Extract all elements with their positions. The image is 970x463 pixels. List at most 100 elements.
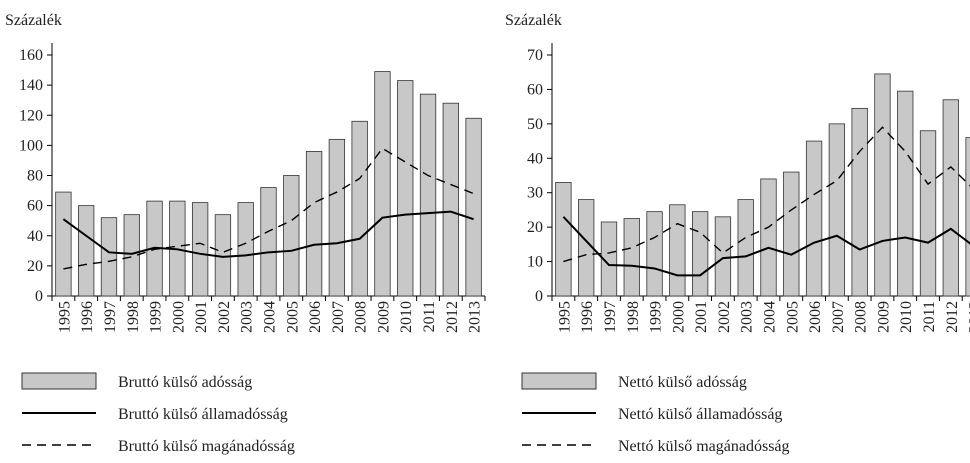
x-tick-label: 2006 bbox=[307, 301, 324, 333]
x-tick-label: 2006 bbox=[807, 301, 824, 333]
x-tick-label: 2012 bbox=[444, 301, 461, 333]
bar bbox=[55, 191, 72, 297]
bar bbox=[714, 216, 732, 297]
legend-label: Nettó külső adósság bbox=[618, 374, 747, 391]
legend-label: Nettó külső államadósság bbox=[618, 406, 782, 423]
x-tick-label: 2013 bbox=[467, 301, 484, 333]
y-tick-label: 70 bbox=[527, 47, 543, 64]
bar bbox=[237, 202, 254, 297]
x-tick-label: 2003 bbox=[739, 301, 756, 333]
x-tick-label: 2008 bbox=[353, 301, 370, 333]
x-tick-label: 2012 bbox=[944, 301, 961, 333]
y-tick-label: 50 bbox=[527, 116, 543, 133]
y-tick-label: 80 bbox=[27, 168, 43, 185]
x-tick-label: 2007 bbox=[330, 301, 347, 333]
bar bbox=[283, 175, 300, 297]
x-tick-label: 2013 bbox=[967, 301, 970, 333]
y-tick-label: 60 bbox=[527, 81, 543, 98]
y-tick-label: 30 bbox=[527, 185, 543, 202]
bar bbox=[100, 217, 118, 297]
bar bbox=[919, 130, 937, 297]
bar bbox=[760, 178, 777, 297]
bar bbox=[397, 80, 414, 297]
legend-swatch bbox=[521, 372, 597, 390]
legend-label: Bruttó külső államadósság bbox=[118, 406, 288, 423]
bar bbox=[851, 107, 868, 297]
bar bbox=[351, 120, 368, 297]
bar bbox=[737, 199, 754, 297]
bar bbox=[623, 218, 640, 297]
y-tick-label: 20 bbox=[527, 219, 543, 236]
bar bbox=[328, 138, 346, 297]
bar bbox=[874, 73, 891, 297]
x-tick-label: 1999 bbox=[648, 301, 665, 333]
x-tick-label: 1998 bbox=[625, 301, 642, 333]
bar bbox=[942, 99, 959, 297]
y-tick-label: 10 bbox=[527, 254, 543, 271]
bar bbox=[600, 221, 618, 297]
bar bbox=[691, 211, 709, 297]
x-tick-label: 2009 bbox=[375, 301, 392, 333]
bar bbox=[260, 187, 277, 297]
x-tick-label: 1996 bbox=[579, 301, 596, 333]
bar bbox=[555, 181, 572, 297]
bar bbox=[78, 205, 95, 297]
y-tick-label: 120 bbox=[19, 107, 43, 124]
y-tick-label: 140 bbox=[19, 77, 43, 94]
solid-line bbox=[62, 210, 474, 258]
x-tick-label: 1999 bbox=[148, 301, 165, 333]
y-tick-label: 40 bbox=[27, 228, 43, 245]
y-axis-label: Százalék bbox=[505, 12, 562, 29]
x-tick-label: 2008 bbox=[853, 301, 870, 333]
x-tick-label: 2002 bbox=[716, 301, 733, 333]
y-tick-label: 60 bbox=[27, 198, 43, 215]
bar bbox=[646, 211, 663, 297]
x-tick-label: 2011 bbox=[421, 301, 438, 332]
legend-swatch bbox=[21, 372, 97, 390]
bar bbox=[419, 93, 437, 297]
y-tick-label: 20 bbox=[27, 258, 43, 275]
x-tick-label: 2010 bbox=[398, 301, 415, 333]
dashed-line bbox=[563, 126, 970, 263]
bar bbox=[123, 214, 140, 297]
legend-label: Nettó külső magánadósság bbox=[618, 438, 790, 455]
y-tick-label: 160 bbox=[19, 47, 43, 64]
x-tick-label: 2001 bbox=[193, 301, 210, 333]
bar bbox=[828, 123, 846, 297]
bar bbox=[305, 150, 323, 297]
x-tick-label: 2003 bbox=[239, 301, 256, 333]
x-tick-label: 2002 bbox=[216, 301, 233, 333]
y-axis-label: Százalék bbox=[5, 12, 62, 29]
legend-label: Bruttó külső magánadósság bbox=[118, 438, 295, 455]
x-tick-label: 2000 bbox=[170, 301, 187, 333]
bar bbox=[191, 202, 209, 297]
x-tick-label: 2009 bbox=[875, 301, 892, 333]
bar bbox=[465, 117, 482, 297]
x-tick-label: 1995 bbox=[556, 301, 573, 333]
x-tick-label: 2011 bbox=[921, 301, 938, 332]
bar bbox=[897, 90, 914, 297]
x-tick-label: 1998 bbox=[125, 301, 142, 333]
y-tick-label: 0 bbox=[35, 288, 43, 305]
x-tick-label: 2005 bbox=[784, 301, 801, 333]
y-tick-label: 0 bbox=[535, 288, 543, 305]
dashed-line bbox=[63, 147, 474, 270]
x-tick-label: 1996 bbox=[79, 301, 96, 333]
bar bbox=[805, 140, 823, 297]
bar bbox=[442, 102, 459, 297]
x-tick-label: 2000 bbox=[670, 301, 687, 333]
bar bbox=[374, 71, 391, 297]
x-tick-label: 2007 bbox=[830, 301, 847, 333]
x-tick-label: 2004 bbox=[762, 301, 779, 333]
bar bbox=[669, 204, 686, 297]
x-tick-label: 2005 bbox=[284, 301, 301, 333]
y-tick-label: 40 bbox=[527, 150, 543, 167]
y-tick-label: 100 bbox=[19, 137, 43, 154]
x-tick-label: 2004 bbox=[262, 301, 279, 333]
bar bbox=[783, 171, 800, 297]
x-tick-label: 1997 bbox=[102, 301, 119, 333]
x-tick-label: 1997 bbox=[602, 301, 619, 333]
legend-label: Bruttó külső adósság bbox=[118, 374, 252, 391]
x-tick-label: 1995 bbox=[56, 301, 73, 333]
